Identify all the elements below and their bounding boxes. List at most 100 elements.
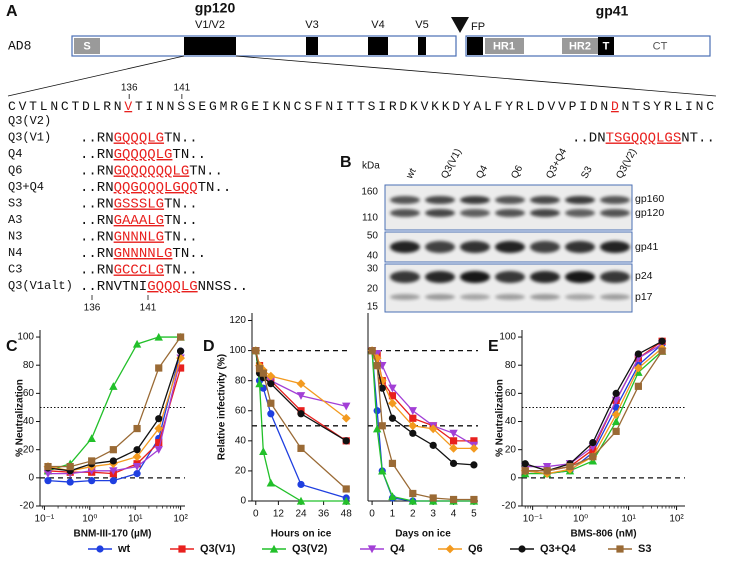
marker [612, 389, 620, 397]
band [530, 271, 560, 283]
band [530, 209, 560, 217]
sequence-part: ..RN [80, 213, 114, 229]
sequence-part: GCCCLG [114, 262, 164, 278]
region-label: V5 [415, 19, 428, 31]
mutant-name: Q4 [8, 147, 22, 161]
y-tick-label: 40 [23, 416, 35, 427]
domain-box [485, 38, 524, 54]
x-tick-label: 3 [430, 509, 436, 520]
marker [88, 457, 96, 465]
marker [611, 417, 621, 426]
marker [66, 478, 74, 486]
marker [87, 434, 96, 443]
region-box [368, 37, 388, 55]
sequence-part: TN.. [172, 147, 206, 163]
y-axis-title: % Neutralization [15, 379, 26, 457]
marker [132, 339, 142, 348]
legend-label: wt [117, 543, 131, 555]
legend-marker [616, 545, 624, 553]
x-axis-title: Hours on ice [271, 529, 332, 540]
marker [66, 462, 74, 471]
band [425, 241, 455, 253]
y-tick-label: 80 [235, 375, 247, 386]
marker [133, 424, 141, 433]
kda-label: 160 [361, 187, 378, 198]
band [600, 271, 630, 283]
band [390, 209, 420, 217]
zoom-line [235, 55, 717, 97]
marker [428, 424, 438, 434]
marker [296, 379, 306, 389]
mutant-sequence: ..RNGQQQQQQLGTN.. [80, 163, 223, 179]
legend-marker [269, 544, 279, 553]
position-label: 141 [140, 303, 157, 314]
marker [154, 446, 163, 454]
band [390, 271, 420, 283]
mutant-name: Q3(V1) [8, 131, 51, 145]
x-tick-label: 10⁰ [573, 514, 588, 525]
marker [342, 402, 351, 411]
band [565, 271, 595, 283]
x-axis-title: BMS-806 (nM) [570, 529, 636, 540]
x-tick-label: 2 [410, 509, 416, 520]
domain-box [598, 37, 614, 55]
construct-label: AD8 [8, 38, 31, 53]
lane-label: Q3(V2) [614, 147, 639, 181]
sequence-part: TN.. [164, 196, 198, 212]
y-tick-label: -20 [502, 501, 517, 512]
marker [155, 439, 163, 447]
marker [297, 480, 305, 489]
band [390, 241, 420, 253]
marker [449, 443, 458, 453]
region-label: V1/V2 [195, 19, 225, 31]
sequence-part: ..RN [80, 262, 114, 278]
band [460, 196, 490, 204]
band [495, 294, 525, 300]
mutant-sequence: ..RNGNNNNLGTN.. [80, 246, 206, 262]
mutant-name: N3 [8, 230, 22, 244]
region-box [306, 37, 318, 55]
x-tick-label: 36 [318, 509, 330, 520]
zoom-line [7, 55, 185, 97]
marker [429, 494, 437, 502]
kda-label: 20 [367, 284, 379, 295]
mutant-sequence: ..RNGAAALGTN.. [80, 213, 198, 229]
band-label: p24 [635, 270, 653, 282]
marker [259, 369, 267, 377]
panel-label: A [6, 3, 18, 20]
mutant-name: N4 [8, 246, 22, 260]
y-tick-label: 60 [23, 388, 35, 399]
legend-marker [518, 545, 526, 553]
marker [177, 347, 185, 355]
domain-label: CT [653, 40, 668, 52]
marker [154, 424, 164, 433]
marker [255, 365, 264, 373]
lane-label: Q4 [474, 163, 490, 180]
band [530, 241, 560, 253]
band [600, 294, 630, 300]
marker [266, 478, 276, 487]
sequence-part: ..DN [572, 130, 606, 146]
marker [658, 347, 666, 355]
region-box [184, 37, 236, 55]
marker [155, 415, 163, 423]
legend-marker [96, 545, 104, 553]
mutant-sequence: ..RNQQGQQQLGQQTN.. [80, 180, 231, 196]
marker [88, 477, 96, 485]
lane-label: S3 [579, 164, 595, 180]
kda-label: 50 [367, 231, 379, 242]
sequence-part: TN.. [164, 229, 198, 245]
marker [408, 407, 418, 415]
region-label: FP [471, 21, 485, 33]
sequence-part: V [124, 99, 132, 114]
band [390, 294, 420, 300]
y-tick-label: 100 [17, 332, 34, 343]
marker [409, 489, 417, 498]
marker [521, 460, 529, 468]
y-tick-label: 100 [229, 345, 246, 356]
marker [566, 462, 574, 471]
kda-label: 40 [367, 251, 379, 262]
y-tick-label: 100 [499, 332, 516, 343]
y-tick-label: 60 [505, 388, 517, 399]
